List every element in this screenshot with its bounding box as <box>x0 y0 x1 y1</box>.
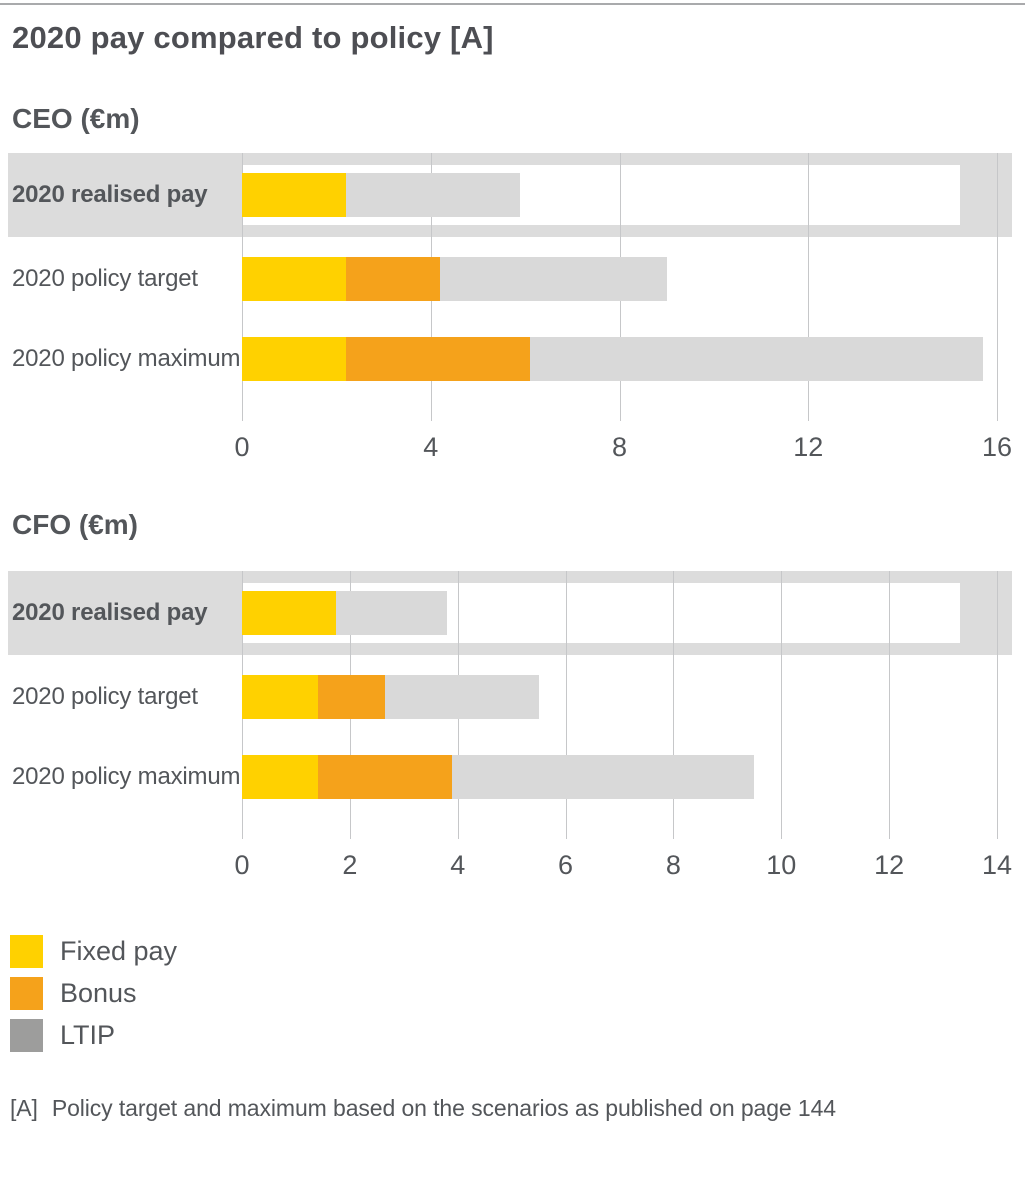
bar-segment-ltip <box>336 591 447 636</box>
cfo-chart-title: CFO (€m) <box>12 508 138 540</box>
axis-tick-label: 0 <box>234 850 250 881</box>
row-label: 2020 policy maximum <box>12 344 241 372</box>
axis-tick-label: 4 <box>423 431 439 462</box>
gridline <box>997 571 998 840</box>
ceo-plot-area: 2020 realised pay 2020 policy target 2020 … <box>0 152 1025 465</box>
axis-tick-label: 12 <box>793 431 824 462</box>
legend-swatch-fixed-pay <box>10 935 43 969</box>
axis-tick-label: 6 <box>558 850 574 881</box>
axis-tick-label: 2 <box>342 850 358 881</box>
legend-label: LTIP <box>60 1020 116 1051</box>
bar-row-1 <box>242 591 447 636</box>
cfo-plot-area: 2020 realised pay 2020 policy target 2020 … <box>0 571 1025 883</box>
legend-item: Fixed pay <box>10 935 1025 969</box>
footnote: [A] Policy target and maximum based on t… <box>10 1094 1025 1123</box>
axis-tick-label: 14 <box>981 850 1013 881</box>
gridline <box>565 571 567 840</box>
bar-row-2 <box>242 675 539 720</box>
axis-tick-label: 8 <box>611 431 628 462</box>
legend-label: Fixed pay <box>60 936 178 967</box>
bar-row-1 <box>242 172 521 217</box>
bar-segment-bonus <box>345 336 530 381</box>
gridline <box>808 152 810 421</box>
bar-segment-fixed-pay <box>242 675 318 720</box>
bar-row-3 <box>242 336 983 381</box>
bar-segment-ltip <box>529 336 983 381</box>
legend-item: LTIP <box>10 1019 1025 1053</box>
axis-tick-label: 10 <box>766 850 797 881</box>
row-label: 2020 realised pay <box>12 180 208 208</box>
gridline <box>889 571 891 840</box>
bar-segment-bonus <box>317 755 453 800</box>
bar-segment-fixed-pay <box>242 256 346 301</box>
gridline <box>781 571 783 840</box>
cfo-chart: CFO (€m) 2020 realised pay 2020 policy ta… <box>0 508 1025 884</box>
row-label: 2020 policy maximum <box>12 763 241 791</box>
legend: Fixed pay Bonus LTIP <box>10 935 1025 1053</box>
axis-tick-label: 4 <box>450 850 466 881</box>
axis-tick-label: 0 <box>234 431 250 462</box>
gridline <box>997 152 998 421</box>
bar-row-3 <box>242 755 755 800</box>
row-label: 2020 policy target <box>12 683 198 711</box>
bar-segment-fixed-pay <box>242 336 346 381</box>
bar-segment-bonus <box>317 675 385 720</box>
axis-tick-label: 16 <box>981 431 1013 462</box>
footnote-text: Policy target and maximum based on the s… <box>51 1095 836 1122</box>
row-label: 2020 realised pay <box>12 599 208 627</box>
axis-tick-label: 8 <box>665 850 681 881</box>
bar-segment-ltip <box>452 755 755 800</box>
ceo-chart: CEO (€m) 2020 realised pay 2020 policy ta… <box>0 102 1025 465</box>
page-title: 2020 pay compared to policy [A] <box>12 20 494 55</box>
legend-label: Bonus <box>60 978 137 1009</box>
axis-tick-label: 12 <box>874 850 905 881</box>
bar-row-2 <box>242 256 667 301</box>
bar-segment-ltip <box>384 675 539 720</box>
bar-segment-ltip <box>345 172 521 217</box>
bar-segment-fixed-pay <box>242 755 318 800</box>
bar-segment-fixed-pay <box>242 172 346 217</box>
top-rule <box>0 3 1025 5</box>
ceo-chart-title: CEO (€m) <box>12 103 140 135</box>
row-label: 2020 policy target <box>12 264 198 292</box>
gridline <box>673 571 675 840</box>
footnote-marker: [A] <box>10 1095 38 1122</box>
bar-segment-bonus <box>345 256 441 301</box>
legend-swatch-bonus <box>10 977 43 1011</box>
legend-swatch-ltip <box>10 1019 43 1053</box>
bar-segment-ltip <box>440 256 667 301</box>
legend-item: Bonus <box>10 977 1025 1011</box>
bar-segment-fixed-pay <box>242 591 337 636</box>
